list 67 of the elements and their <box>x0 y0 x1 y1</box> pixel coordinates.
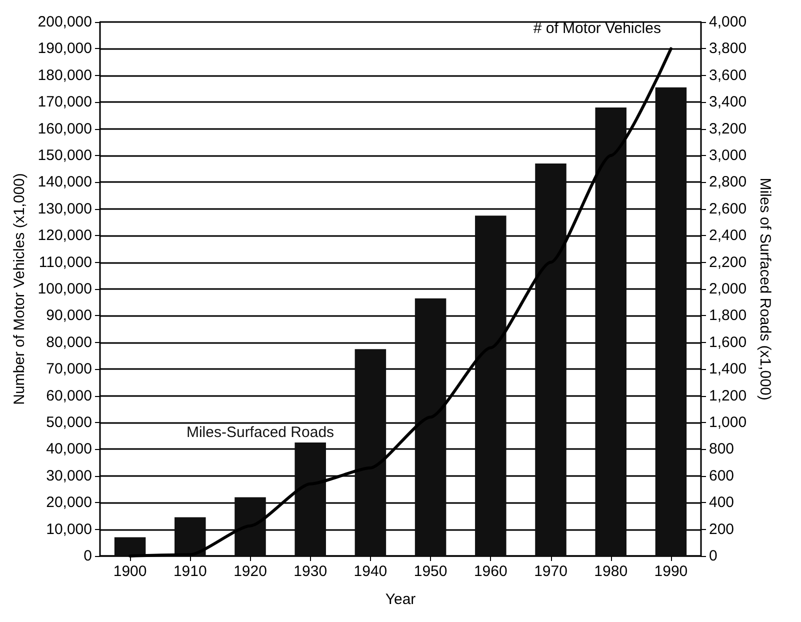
x-tick-label: 1920 <box>234 563 267 580</box>
bar <box>655 87 687 556</box>
y-tick-label: 120,000 <box>38 227 92 244</box>
y2-tick-label: 2,800 <box>709 174 747 191</box>
bar <box>414 298 446 556</box>
y2-tick-label: 2,000 <box>709 280 747 298</box>
bar <box>475 216 506 556</box>
y2-tick-label: 1,400 <box>709 360 747 378</box>
y-tick-label: 190,000 <box>38 40 92 58</box>
y2-tick-label: 2,400 <box>709 227 747 244</box>
y-tick-label: 60,000 <box>46 387 92 404</box>
y-axis-title: Number of Motor Vehicles (x1,000) <box>10 173 28 405</box>
y2-tick-label: 400 <box>709 494 734 512</box>
series-label: Miles-Surfaced Roads <box>186 424 334 442</box>
y2-tick-label: 2,200 <box>709 254 747 271</box>
y-tick-label: 160,000 <box>38 120 92 138</box>
bar <box>535 164 566 556</box>
x-tick-label: 1930 <box>294 563 328 580</box>
x-tick-label: 1970 <box>534 563 568 580</box>
y-tick-label: 20,000 <box>46 494 92 512</box>
bar <box>234 497 266 556</box>
y-tick-label: 130,000 <box>38 200 92 218</box>
x-tick-label: 1910 <box>173 563 207 580</box>
y-tick-label: 70,000 <box>46 360 92 378</box>
bar <box>595 107 626 556</box>
y-tick-label: 40,000 <box>46 440 92 458</box>
y-tick-label: 0 <box>84 548 92 564</box>
x-axis-title: Year <box>385 591 416 608</box>
x-tick-label: 1980 <box>594 563 628 580</box>
y2-tick-label: 600 <box>709 467 734 484</box>
y2-tick-label: 2,600 <box>709 200 747 218</box>
y-tick-label: 200,000 <box>38 14 92 30</box>
y-tick-label: 140,000 <box>38 174 92 191</box>
y2-axis-title: Miles of Surfaced Roads (x1,000) <box>756 178 774 400</box>
y2-tick-label: 3,600 <box>709 66 747 84</box>
bar <box>114 537 146 556</box>
x-tick-label: 1900 <box>113 563 147 580</box>
bar <box>294 442 326 556</box>
y-tick-label: 90,000 <box>46 307 92 324</box>
y2-tick-label: 800 <box>709 440 734 458</box>
bar <box>354 349 386 556</box>
y2-tick-label: 3,400 <box>709 94 747 111</box>
y2-tick-label: 4,000 <box>709 14 747 30</box>
y-tick-label: 110,000 <box>38 254 92 271</box>
y2-tick-label: 1,600 <box>709 334 747 351</box>
series-label: # of Motor Vehicles <box>533 20 661 38</box>
y2-tick-label: 3,000 <box>709 147 747 164</box>
bar <box>174 517 206 556</box>
y-tick-label: 100,000 <box>38 280 92 298</box>
x-tick-label: 1950 <box>414 563 448 580</box>
x-tick-label: 1960 <box>474 563 508 580</box>
y2-tick-label: 3,200 <box>709 120 747 138</box>
y-tick-label: 170,000 <box>38 94 92 111</box>
x-tick-label: 1990 <box>654 563 688 580</box>
y-tick-label: 50,000 <box>46 414 92 431</box>
y-tick-label: 180,000 <box>38 66 92 84</box>
y2-tick-label: 0 <box>709 548 718 564</box>
y-tick-label: 30,000 <box>46 467 92 484</box>
y2-tick-label: 200 <box>709 520 734 538</box>
y-tick-label: 10,000 <box>46 520 92 538</box>
x-tick-label: 1940 <box>354 563 388 580</box>
y2-tick-label: 3,800 <box>709 40 747 58</box>
y2-tick-label: 1,000 <box>709 414 747 431</box>
y2-tick-label: 1,200 <box>709 387 747 404</box>
y2-tick-label: 1,800 <box>709 307 747 324</box>
y-tick-label: 80,000 <box>46 334 92 351</box>
y-tick-label: 150,000 <box>38 147 92 164</box>
